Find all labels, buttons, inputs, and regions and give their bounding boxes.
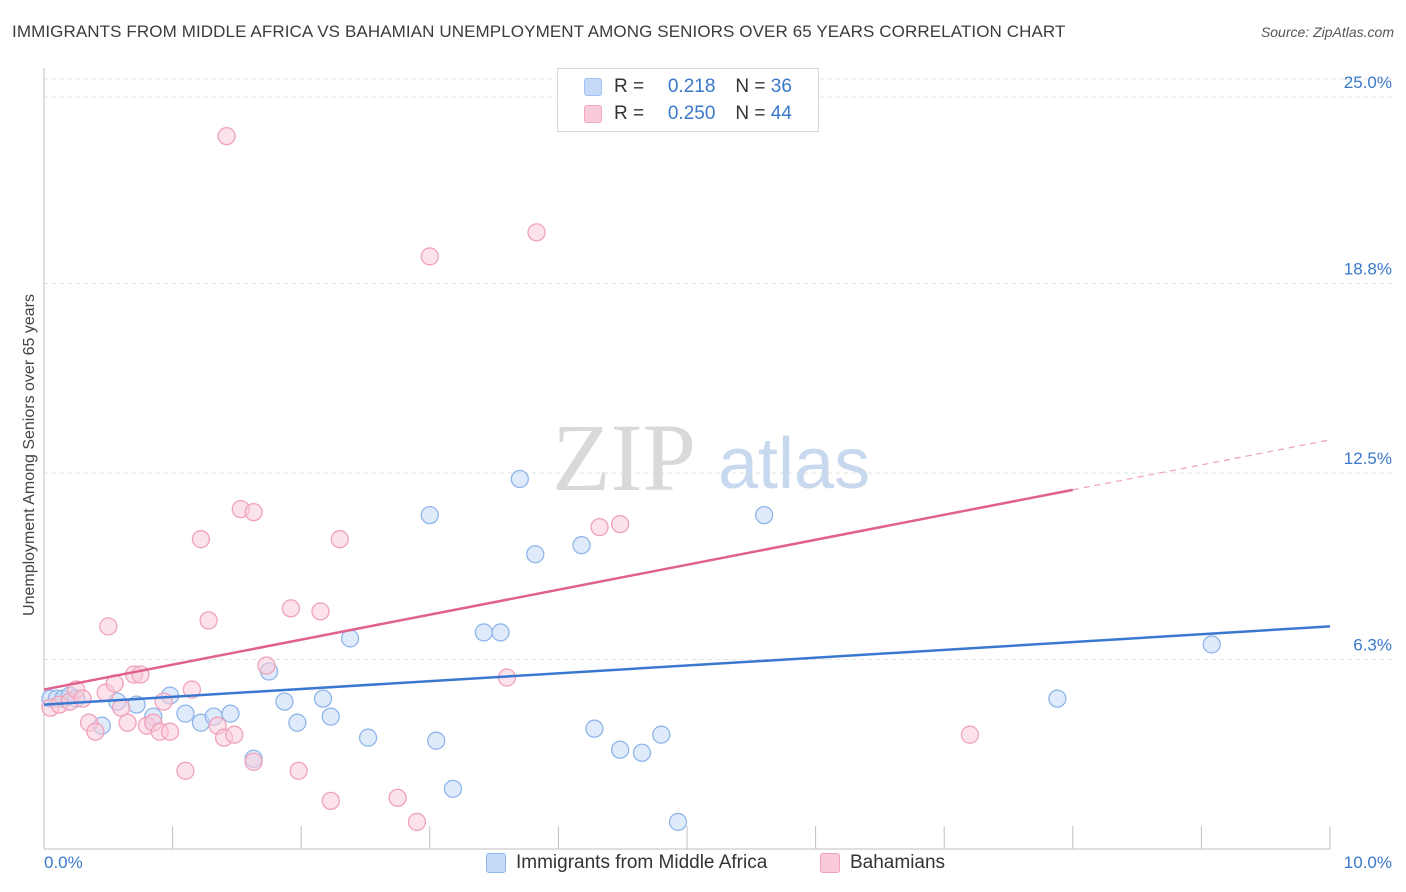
data-point (225, 725, 244, 744)
data-point (217, 126, 236, 146)
data-point (182, 680, 202, 699)
data-point (407, 812, 427, 832)
data-point (1048, 689, 1067, 708)
series-legend: Immigrants from Middle Africa Bahamians (0, 852, 1406, 878)
source-credit: Source: ZipAtlas.com (1260, 24, 1394, 40)
watermark-zip: ZIP (552, 404, 696, 511)
legend-r-label: R = (614, 76, 645, 97)
legend-swatch-middle-africa (584, 78, 602, 96)
data-point (610, 740, 630, 759)
legend-r-label: R = (614, 103, 645, 124)
data-point (526, 545, 545, 564)
series-name: Immigrants from Middle Africa (516, 852, 768, 873)
legend-n-value: 36 (770, 76, 792, 97)
data-point (221, 704, 240, 723)
data-point (1202, 635, 1221, 654)
data-point (99, 617, 118, 636)
y-axis-label: Unemployment Among Seniors over 65 years (21, 294, 38, 616)
data-point (420, 505, 439, 525)
chart-title: IMMIGRANTS FROM MIDDLE AFRICA VS BAHAMIA… (12, 22, 1066, 41)
data-point (176, 761, 195, 780)
series-swatch-bahamians (820, 853, 840, 873)
data-point (86, 722, 105, 741)
x-tick-label: 10.0% (1344, 853, 1392, 872)
data-point (313, 689, 333, 708)
y-tick-label: 18.8% (1344, 259, 1392, 278)
data-point (118, 713, 137, 732)
data-point (632, 743, 652, 762)
data-point (491, 623, 510, 642)
series-legend-bahamians[interactable]: Bahamians (820, 852, 945, 874)
gridlines (44, 78, 1392, 660)
data-point (176, 704, 195, 723)
correlation-legend: R = 0.218 N = 36 R = 0.250 N = 44 (557, 68, 819, 132)
axes (43, 68, 1331, 850)
legend-n-label: N = (735, 103, 766, 124)
data-point (420, 247, 439, 266)
data-point (960, 725, 980, 744)
y-tick-labels: 6.3% 12.5% 18.8% 25.0% (1344, 73, 1392, 654)
data-point (73, 689, 92, 708)
trend-line-extrapolated (1072, 439, 1331, 491)
y-tick-label: 25.0% (1344, 73, 1392, 92)
series-legend-middle-africa[interactable]: Immigrants from Middle Africa (486, 852, 767, 874)
data-point (275, 692, 294, 711)
legend-row-bahamians: R = 0.250 N = 44 (584, 103, 792, 125)
data-point (244, 752, 263, 771)
data-point (330, 530, 349, 549)
data-point (289, 761, 308, 780)
series-name: Bahamians (850, 852, 946, 873)
legend-row-middle-africa: R = 0.218 N = 36 (584, 76, 792, 98)
x-tick-labels: 0.0% 10.0% (44, 853, 1392, 872)
legend-r-value: 0.218 (667, 76, 716, 97)
y-tick-label: 6.3% (1353, 635, 1392, 654)
x-tick-label: 0.0% (44, 853, 83, 872)
data-point (585, 719, 604, 738)
data-point (191, 530, 211, 549)
data-point (311, 602, 330, 621)
data-point (572, 536, 591, 555)
legend-n-value: 44 (770, 103, 792, 124)
series-swatch-middle-africa (486, 853, 506, 873)
data-point (321, 707, 340, 726)
watermark: ZIP atlas (552, 404, 870, 511)
data-point (321, 791, 340, 811)
watermark-atlas: atlas (718, 424, 870, 504)
data-point (443, 779, 463, 798)
trend-line (43, 488, 1074, 691)
trend-line (43, 625, 1331, 706)
legend-r-value: 0.250 (667, 103, 716, 124)
data-point (281, 599, 301, 618)
legend-swatch-bahamians (584, 105, 602, 123)
data-point (388, 788, 407, 808)
data-point (199, 611, 218, 630)
data-point (668, 812, 688, 832)
data-point (652, 725, 671, 744)
data-point (755, 505, 774, 525)
data-point (154, 692, 173, 711)
data-point (160, 722, 180, 741)
data-point (527, 223, 546, 242)
y-tick-label: 12.5% (1344, 449, 1392, 468)
data-point (288, 713, 307, 732)
data-point (358, 728, 378, 747)
trend-lines (43, 439, 1331, 706)
data-point (590, 517, 609, 537)
data-point (257, 656, 276, 675)
legend-n-label: N = (735, 76, 766, 97)
data-point (244, 502, 263, 522)
data-point (610, 514, 630, 534)
data-point (427, 731, 446, 750)
data-point (510, 469, 529, 489)
data-point (474, 623, 493, 642)
